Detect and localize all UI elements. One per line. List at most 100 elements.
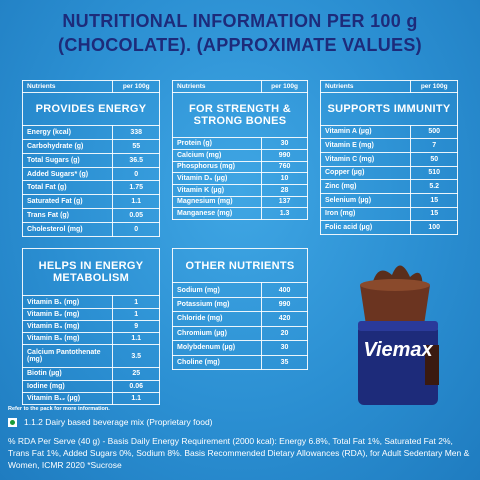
nutrient-table: Nutrients per 100g FOR STRENGTH & STRONG B…	[171, 80, 308, 220]
nutrient-value: 9	[112, 319, 160, 334]
section-title: SUPPORTS IMMUNITY	[320, 92, 458, 126]
nutrient-name: Vitamin B₁ (mg)	[21, 295, 114, 309]
section-title: OTHER NUTRIENTS	[172, 247, 308, 284]
nutrient-value: 0.06	[112, 379, 160, 393]
nutrient-value: 990	[261, 296, 308, 313]
nutrient-row: Trans Fat (g) 0.05	[21, 208, 160, 224]
section-title: HELPS IN ENERGY METABOLISM	[22, 247, 160, 297]
nutrient-name: Folic acid (µg)	[319, 220, 412, 235]
nutrient-table: Nutrients per 100g PROVIDES ENERGY Energy (…	[21, 80, 160, 237]
product-image: Viemax	[358, 265, 439, 405]
nutrient-name: Potassium (mg)	[171, 296, 263, 313]
title-line: NUTRITIONAL INFORMATION PER 100 g	[62, 11, 418, 31]
nutrient-row: Iodine (mg) 0.06	[21, 379, 160, 393]
nutrient-value: 0	[112, 222, 160, 237]
nutrient-value: 55	[112, 138, 160, 154]
nutrient-name: Biotin (µg)	[21, 367, 114, 381]
nutrient-row: Vitamin B₆ (mg) 1.1	[21, 332, 160, 346]
nutrient-value: 1.75	[112, 180, 160, 196]
nutrient-value: 15	[410, 192, 458, 208]
header-row: Nutrients per 100g	[319, 80, 458, 93]
nutrient-name: Calcium Pantothenate (mg)	[21, 344, 114, 369]
nutrient-value: 400	[261, 282, 308, 298]
header-cell: per 100g	[410, 80, 458, 93]
section-title: FOR STRENGTH & STRONG BONES	[172, 91, 308, 139]
nutrient-table: Nutrients per 100g SUPPORTS IMMUNITY Vitami…	[319, 80, 458, 235]
nutrient-name: Sodium (mg)	[171, 282, 263, 298]
nutrient-name: Carbohydrate (g)	[21, 138, 114, 154]
nutrient-row: Carbohydrate (g) 55	[21, 138, 160, 154]
nutrient-value: 15	[410, 206, 458, 222]
nutrient-name: Phosphorus (mg)	[171, 160, 263, 174]
nutrient-row: Protein (g) 30	[171, 137, 308, 150]
category: 1.1.2 Dairy based beverage mix (Propriet…	[24, 417, 213, 427]
nutrient-value: 7	[410, 138, 458, 153]
nutrient-value: 500	[410, 124, 458, 140]
nutrient-value: 1	[112, 295, 160, 309]
nutrient-value: 30	[261, 137, 308, 150]
nutrient-name: Saturated Fat (g)	[21, 194, 114, 210]
nutrient-name: Chromium (µg)	[171, 325, 263, 342]
nutrient-value: 137	[261, 195, 308, 209]
nutrient-name: Manganese (mg)	[171, 207, 263, 220]
nutrient-row: Copper (µg) 510	[319, 165, 458, 181]
nutrient-value: 0.05	[112, 208, 160, 224]
nutrient-name: Total Fat (g)	[21, 180, 114, 196]
nutrient-value: 28	[261, 183, 308, 197]
header-cell: per 100g	[261, 80, 308, 93]
nutrient-name: Added Sugars* (g)	[21, 166, 114, 182]
nutrient-row: Selenium (µg) 15	[319, 192, 458, 208]
nutrient-name: Vitamin D₃ (µg)	[171, 172, 263, 185]
nutrient-name: Chloride (mg)	[171, 311, 263, 327]
nutrient-value: 1	[112, 307, 160, 321]
nutrient-name: Iron (mg)	[319, 206, 412, 222]
nutrient-name: Vitamin B₁₂ (µg)	[21, 391, 114, 406]
nutrient-name: Vitamin C (mg)	[319, 151, 412, 167]
nutrient-name: Selenium (µg)	[319, 192, 412, 208]
nutrient-name: Protein (g)	[171, 137, 263, 150]
nutrient-value: 3.5	[112, 344, 160, 369]
header-row: Nutrients per 100g	[171, 80, 308, 93]
nutrient-row: Energy (kcal) 338	[21, 124, 160, 140]
title-line: (CHOCOLATE). (APPROXIMATE VALUES)	[58, 35, 422, 55]
nutrient-row: Zinc (mg) 5.2	[319, 179, 458, 194]
nutrient-row: Choline (mg) 35	[171, 354, 308, 370]
nutrient-value: 990	[261, 148, 308, 162]
nutrient-row: Calcium (mg) 990	[171, 148, 308, 162]
header-cell: Nutrients	[21, 80, 114, 93]
nutrient-table: HELPS IN ENERGY METABOLISM Vitamin B₁ (mg…	[21, 247, 160, 406]
nutrient-row: Total Fat (g) 1.75	[21, 180, 160, 196]
nutrient-value: 35	[261, 354, 308, 370]
nutrient-value: 5.2	[410, 179, 458, 194]
veg-symbol	[8, 418, 17, 427]
nutrient-table: OTHER NUTRIENTS Sodium (mg) 400 Potassium (…	[171, 247, 308, 370]
nutrient-row: Saturated Fat (g) 1.1	[21, 194, 160, 210]
nutrient-value: 1.3	[261, 207, 308, 220]
nutrient-value: 1.1	[112, 194, 160, 210]
nutrient-row: Phosphorus (mg) 760	[171, 160, 308, 174]
nutrient-row: Iron (mg) 15	[319, 206, 458, 222]
nutrient-value: 100	[410, 220, 458, 235]
nutrient-row: Magnesium (mg) 137	[171, 195, 308, 209]
header-cell: Nutrients	[319, 80, 412, 93]
nutrient-name: Magnesium (mg)	[171, 195, 263, 209]
nutrient-name: Vitamin E (mg)	[319, 138, 412, 153]
nutrient-name: Zinc (mg)	[319, 179, 412, 194]
section-row: SUPPORTS IMMUNITY	[320, 92, 458, 126]
rda-text: % RDA Per Serve (40 g) - Basis Daily Ene…	[8, 436, 470, 470]
nutrient-value: 0	[112, 166, 160, 182]
nutrient-name: Copper (µg)	[319, 165, 412, 181]
nutrient-row: Vitamin D₃ (µg) 10	[171, 172, 308, 185]
nutrient-row: Potassium (mg) 990	[171, 296, 308, 313]
nutrient-name: Iodine (mg)	[21, 379, 114, 393]
nutrient-name: Vitamin K (µg)	[171, 183, 263, 197]
nutrient-row: Chloride (mg) 420	[171, 311, 308, 327]
nutrient-name: Vitamin B₂ (mg)	[21, 307, 114, 321]
nutrient-value: 420	[261, 311, 308, 327]
nutrient-value: 1.1	[112, 332, 160, 346]
header-row: Nutrients per 100g	[21, 80, 160, 93]
section-row: PROVIDES ENERGY	[22, 92, 160, 126]
nutrient-value: 510	[410, 165, 458, 181]
nutrient-row: Calcium Pantothenate (mg) 3.5	[21, 344, 160, 369]
header-cell: Nutrients	[171, 80, 263, 93]
